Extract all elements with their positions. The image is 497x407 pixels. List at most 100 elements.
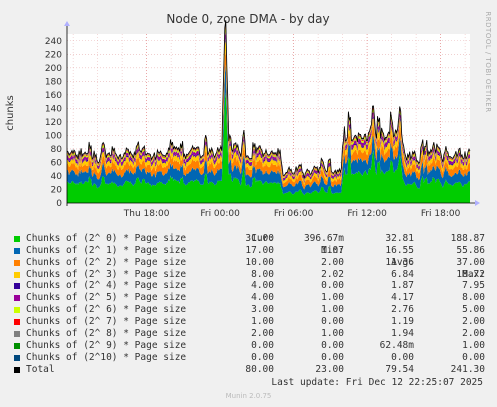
- legend-min: 23.00: [315, 363, 344, 375]
- legend-min: 1.00: [321, 292, 344, 304]
- y-tick-label: 60: [51, 158, 63, 168]
- chart-title: Node 0, zone DMA - by day: [166, 12, 329, 26]
- chart-svg: Node 0, zone DMA - by day chunks RRDTOOL…: [5, 11, 492, 219]
- area-series-1: [67, 64, 470, 196]
- legend-max: 5.00: [462, 304, 485, 316]
- legend-row: Chunks of (2^ 8) * Page size 2.00 1.00 1.94…: [12, 328, 492, 340]
- legend-avg: 4.17: [391, 292, 414, 304]
- legend-row: Chunks of (2^ 4) * Page size 4.00 0.00 1.87…: [12, 280, 492, 292]
- header-cur: Cur:: [251, 232, 274, 244]
- axes: [64, 21, 480, 206]
- last-update: Last update: Fri Dec 12 22:25:07 2025: [271, 377, 483, 388]
- legend-max: 37.00: [456, 256, 485, 268]
- legend-cur: 4.00: [251, 292, 274, 304]
- y-tick-label: 20: [51, 185, 63, 195]
- legend-label: Chunks of (2^ 8) * Page size: [26, 328, 187, 340]
- legend-label: Total: [26, 363, 55, 375]
- y-tick-label: 180: [45, 77, 62, 87]
- y-tick-label: 220: [45, 50, 62, 60]
- legend-cur: 3.00: [251, 304, 274, 316]
- legend-max: 8.00: [462, 292, 485, 304]
- legend-label: Chunks of (2^ 7) * Page size: [26, 316, 187, 328]
- x-tick-labels: Thu 18:00 Fri 00:00 Fri 06:00 Fri 12:00 Fri …: [123, 209, 461, 219]
- legend-swatch: [14, 366, 20, 373]
- legend-row: Chunks of (2^ 2) * Page size 10.00 2.00 11.…: [12, 257, 492, 269]
- legend-row: Chunks of (2^ 1) * Page size 17.00 1.07 16.…: [12, 245, 492, 257]
- legend-row: Total 80.00 23.00 79.54 241.30: [12, 364, 492, 376]
- legend-row: Chunks of (2^ 5) * Page size 4.00 1.00 4.17…: [12, 292, 492, 304]
- legend-label: Chunks of (2^ 6) * Page size: [26, 304, 187, 316]
- munin-version: Munin 2.0.75: [225, 392, 272, 400]
- grid-lines: [67, 34, 470, 203]
- legend-cur: 1.00: [251, 316, 274, 328]
- legend-swatch: [14, 247, 20, 254]
- legend-min: 1.00: [321, 304, 344, 316]
- rrdtool-credit: RRDTOOL / TOBI OETIKER: [484, 11, 492, 112]
- legend-label: Chunks of (2^ 3) * Page size: [26, 268, 187, 280]
- legend-swatch: [14, 331, 20, 338]
- legend-max: 1.00: [462, 339, 485, 351]
- legend-cur: 31.00: [245, 232, 274, 244]
- legend-cur: 8.00: [251, 268, 274, 280]
- y-tick-label: 200: [45, 64, 62, 74]
- y-tick-label: 80: [51, 145, 63, 155]
- legend-swatch: [14, 283, 20, 290]
- legend-cur: 2.00: [251, 328, 274, 340]
- area-series-2: [67, 50, 470, 190]
- y-axis-label: chunks: [5, 95, 16, 131]
- legend-min: 1.07: [321, 244, 344, 256]
- x-tick-label: Thu 18:00: [123, 209, 170, 219]
- legend-label: Chunks of (2^10) * Page size: [26, 351, 187, 363]
- legend-min: 0.00: [321, 316, 344, 328]
- header-min: Min:: [321, 244, 344, 256]
- legend-min: 2.00: [321, 256, 344, 268]
- legend-min: 0.00: [321, 351, 344, 363]
- legend-max: 188.87: [450, 232, 485, 244]
- legend-min: 0.00: [321, 339, 344, 351]
- legend-row: Chunks of (2^ 6) * Page size 3.00 1.00 2.76…: [12, 304, 492, 316]
- legend-cur: 80.00: [245, 363, 274, 375]
- legend-max: 7.95: [462, 280, 485, 292]
- legend-max: 2.00: [462, 316, 485, 328]
- legend-swatch: [14, 307, 20, 314]
- legend-min: 396.67m: [303, 232, 344, 244]
- legend-row: Chunks of (2^ 3) * Page size 8.00 2.02 6.84…: [12, 269, 492, 281]
- legend-row: Chunks of (2^10) * Page size 0.00 0.00 0.00…: [12, 352, 492, 364]
- x-tick-label: Fri 00:00: [200, 209, 240, 219]
- legend-cur: 17.00: [245, 244, 274, 256]
- y-axis-arrow: [64, 21, 70, 26]
- legend-min: 0.00: [321, 280, 344, 292]
- legend-swatch: [14, 354, 20, 361]
- legend-cur: 4.00: [251, 280, 274, 292]
- legend-avg: 1.19: [391, 316, 414, 328]
- y-tick-label: 160: [45, 91, 62, 101]
- legend-avg: 16.55: [385, 244, 414, 256]
- header-avg: Avg:: [391, 256, 414, 268]
- legend-avg: 2.76: [391, 304, 414, 316]
- legend-min: 2.02: [321, 268, 344, 280]
- legend-avg: 0.00: [391, 351, 414, 363]
- legend-swatch: [14, 319, 20, 326]
- legend-label: Chunks of (2^ 9) * Page size: [26, 339, 187, 351]
- y-tick-label: 120: [45, 118, 62, 128]
- legend-row: Chunks of (2^ 9) * Page size 0.00 0.00 62.4…: [12, 340, 492, 352]
- legend-label: Chunks of (2^ 1) * Page size: [26, 244, 187, 256]
- legend-swatch: [14, 235, 20, 242]
- legend-avg: 32.81: [385, 232, 414, 244]
- legend-avg: 11.36: [385, 256, 414, 268]
- y-tick-label: 0: [56, 199, 62, 209]
- legend-max: 18.72: [456, 268, 485, 280]
- legend-max: 241.30: [450, 363, 485, 375]
- legend-avg: 1.94: [391, 328, 414, 340]
- total-line: [66, 20, 471, 179]
- x-tick-label: Fri 12:00: [347, 209, 387, 219]
- legend-label: Chunks of (2^ 4) * Page size: [26, 280, 187, 292]
- legend-max: 0.00: [462, 351, 485, 363]
- x-axis-arrow: [475, 200, 480, 206]
- legend-table: Cur: Min: Avg: Max: Chunks of (2^ 0) * P…: [12, 221, 492, 376]
- y-tick-label: 100: [45, 131, 62, 141]
- legend-avg: 79.54: [385, 363, 414, 375]
- legend-row: Chunks of (2^ 7) * Page size 1.00 0.00 1.19…: [12, 316, 492, 328]
- area-series-0: [67, 92, 470, 203]
